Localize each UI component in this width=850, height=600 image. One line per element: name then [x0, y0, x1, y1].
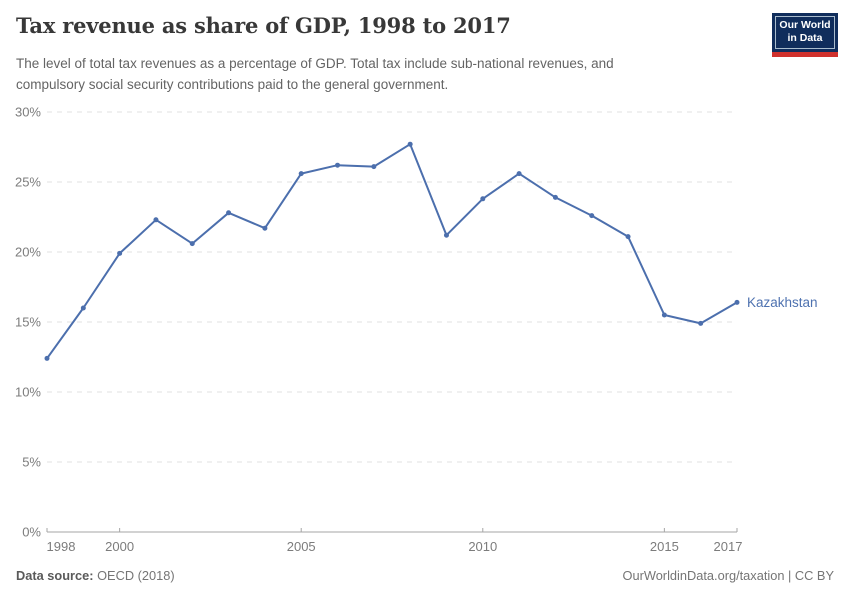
owid-logo-text: Our World in Data	[775, 16, 835, 49]
data-point	[552, 194, 558, 200]
y-tick-label: 25%	[15, 175, 41, 190]
data-point	[262, 225, 268, 231]
data-point	[698, 320, 704, 326]
y-tick-label: 30%	[15, 105, 41, 120]
owid-logo[interactable]: Our World in Data	[772, 13, 838, 57]
data-point	[117, 250, 123, 256]
chart-title: Tax revenue as share of GDP, 1998 to 201…	[16, 13, 511, 38]
data-point	[80, 305, 86, 311]
data-point	[589, 213, 595, 219]
x-tick-label: 2015	[650, 539, 679, 554]
owid-url-link[interactable]: OurWorldinData.org/taxation | CC BY	[622, 568, 834, 583]
chart-subtitle: The level of total tax revenues as a per…	[16, 53, 736, 95]
data-point	[189, 241, 195, 247]
x-tick-label: 2005	[287, 539, 316, 554]
owid-logo-line1: Our World	[779, 19, 831, 31]
data-point	[734, 299, 740, 305]
chart-subtitle-line2: compulsory social security contributions…	[16, 77, 449, 92]
data-point	[661, 312, 667, 318]
x-tick-label: 2000	[105, 539, 134, 554]
y-tick-label: 20%	[15, 245, 41, 260]
data-source-value: OECD (2018)	[93, 568, 175, 583]
data-point	[516, 171, 522, 177]
owid-logo-accent-bar	[772, 52, 838, 57]
data-source-label: Data source:	[16, 568, 94, 583]
y-tick-label: 5%	[22, 455, 41, 470]
data-point	[480, 196, 486, 202]
y-tick-label: 15%	[15, 315, 41, 330]
data-point	[407, 141, 413, 147]
chart-footer: Data source: OECD (2018) OurWorldinData.…	[16, 568, 834, 583]
data-point	[153, 217, 159, 223]
data-source: Data source: OECD (2018)	[16, 568, 175, 583]
line-chart: 0% 5% 10% 15% 20% 25% 30% 1998 2000 2005 2010 2015 2…	[15, 105, 818, 555]
data-point	[44, 355, 50, 361]
data-point	[371, 164, 377, 170]
x-tick-label: 2017	[714, 539, 743, 554]
y-tick-label: 10%	[15, 385, 41, 400]
owid-logo-line2: in Data	[787, 32, 823, 44]
data-line	[46, 143, 738, 360]
x-tick-label: 2010	[468, 539, 497, 554]
data-point	[625, 234, 631, 240]
data-point	[443, 232, 449, 238]
series-end-label: Kazakhstan	[747, 295, 818, 310]
y-tick-label: 0%	[22, 525, 41, 540]
data-point	[226, 210, 232, 216]
chart-subtitle-line1: The level of total tax revenues as a per…	[16, 56, 614, 71]
data-point	[298, 171, 304, 177]
data-point	[335, 162, 341, 168]
x-tick-label: 1998	[47, 539, 76, 554]
